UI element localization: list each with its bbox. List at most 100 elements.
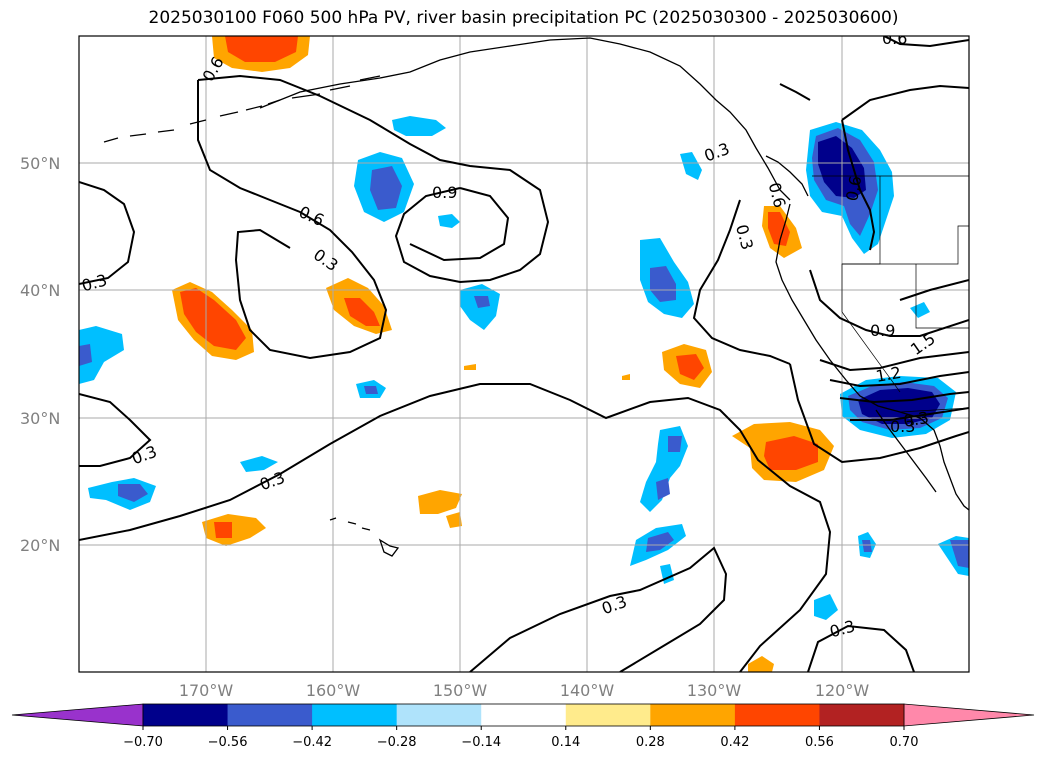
pv-contour [197, 74, 550, 284]
colorbar-segment [227, 704, 313, 726]
pv-contour [789, 363, 969, 464]
contour-label: 0.3 [890, 417, 915, 436]
colorbar-segment [565, 704, 651, 726]
precip-negative-blob [680, 152, 702, 180]
pv-contours [79, 36, 969, 672]
contour-label: 0.9 [870, 321, 895, 340]
precip-negative-blob [438, 214, 460, 228]
lat-labels: 20°N 30°N 40°N 50°N [20, 154, 60, 555]
precip-negative-blob [910, 302, 930, 318]
contour-label: 0.9 [432, 183, 457, 202]
gridlines [79, 36, 969, 672]
lat-label: 40°N [20, 281, 60, 300]
west-coast [775, 203, 969, 511]
precip-negative-core [862, 540, 872, 552]
pv-contour [883, 36, 969, 48]
colorbar-tick-label: 0.28 [636, 735, 665, 750]
precip-positive-core [180, 288, 246, 350]
colorbar-tick-label: −0.42 [292, 735, 332, 750]
pv-contour [841, 119, 876, 251]
colorbar-tick-label: −0.14 [461, 735, 501, 750]
pv-contour [779, 83, 811, 101]
colorbar-tick-label: 0.14 [551, 735, 580, 750]
lon-label: 130°W [687, 681, 742, 700]
precip-negative-blob [240, 456, 278, 472]
colorbar-tick-label: 0.42 [720, 735, 749, 750]
pv-contour [819, 351, 969, 372]
alaska-coastline [259, 37, 791, 201]
contour-label: 0.3 [902, 408, 930, 431]
precip-positive-blob [418, 490, 462, 514]
precip-positive-blob [622, 374, 630, 380]
pv-contour [809, 269, 969, 337]
lat-label: 20°N [20, 536, 60, 555]
colorbar-under-triangle [11, 703, 144, 727]
lat-label: 30°N [20, 409, 60, 428]
coastlines [103, 37, 969, 557]
precip-positive-core [768, 212, 790, 246]
precip-positive-core [344, 298, 380, 326]
precip-positive-core [676, 354, 704, 380]
colorbar-segment [819, 704, 905, 726]
lon-label: 140°W [560, 681, 615, 700]
colorbar-segment [312, 704, 398, 726]
precip-negative-core [474, 296, 490, 308]
colorbar-tick-label: −0.56 [208, 735, 248, 750]
precip-positive-core [225, 36, 298, 62]
pv-contour [79, 393, 152, 467]
contour-label: 0.6 [842, 174, 865, 202]
colorbar-tick-label: 0.56 [805, 735, 834, 750]
pv-contour [829, 371, 969, 388]
admin-borders [812, 175, 969, 413]
precip-negative-core [950, 540, 969, 568]
hawaiian-islands [329, 517, 400, 557]
colorbar: −0.70 −0.56 −0.42 −0.28 −0.14 0.14 0.28 0.42 0.5… [11, 703, 1035, 750]
pv-contour [197, 80, 388, 360]
precip-negative-core [650, 266, 676, 302]
pv-contour [79, 181, 136, 285]
precip-negative-blob [79, 326, 124, 384]
lon-label: 120°W [815, 681, 870, 700]
precip-positive-blob [446, 512, 462, 528]
colorbar-segment [734, 704, 820, 726]
pv-contour [850, 407, 969, 421]
precip-negative-core [79, 344, 92, 366]
colorbar-segment [650, 704, 736, 726]
mexico-border [899, 407, 969, 413]
contour-label: 0.6 [882, 29, 907, 48]
state-border [842, 225, 969, 265]
lat-label: 50°N [20, 154, 60, 173]
lon-label: 150°W [433, 681, 488, 700]
state-border [915, 264, 969, 329]
precip-negative-core [364, 386, 378, 394]
pv-contour [79, 383, 832, 672]
precip-positive-blob [748, 656, 774, 672]
pv-contour [899, 279, 969, 301]
colorbar-tick-label: 0.70 [890, 735, 919, 750]
precip-negative-core [118, 484, 148, 502]
colorbar-segment [143, 704, 229, 726]
state-border [841, 311, 901, 393]
pv-contour [409, 187, 510, 262]
vancouver-island [765, 155, 809, 197]
precip-negative-blob [814, 594, 838, 620]
map-panel: 0.6 0.6 0.3 0.9 0.6 0.3 0.3 0.6 0.3 0.6 … [79, 29, 969, 672]
contour-label: 1.2 [874, 363, 902, 386]
colorbar-frame [142, 703, 905, 727]
lon-label: 170°W [179, 681, 234, 700]
pv-contour [841, 84, 969, 121]
precip-negative-core [668, 436, 682, 452]
colorbar-segment [481, 704, 567, 726]
map-title: 2025030100 F060 500 hPa PV, river basin … [148, 8, 899, 28]
colorbar-over-triangle [903, 703, 1035, 727]
precip-positive-core [764, 436, 818, 470]
precip-negative-core [646, 532, 674, 552]
baja-coast [875, 409, 937, 493]
map-frame [78, 35, 970, 673]
precip-positive-core [214, 522, 232, 538]
colorbar-tick-label: −0.28 [377, 735, 417, 750]
lon-labels: 170°W 160°W 150°W 140°W 130°W 120°W [179, 681, 870, 700]
colorbar-segment [396, 704, 482, 726]
precip-negative-blob [392, 116, 446, 136]
